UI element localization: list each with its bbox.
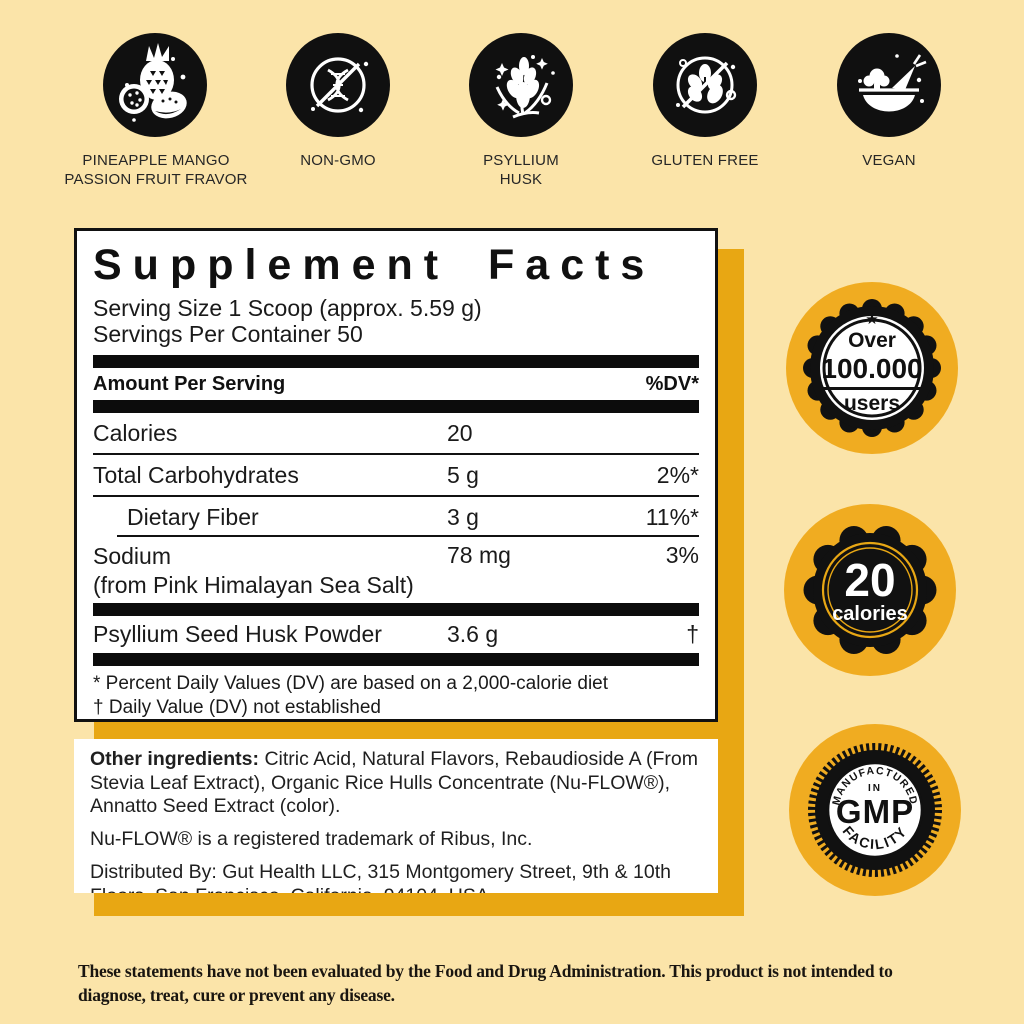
supplement-facts-title: Supplement Facts [93, 241, 656, 289]
dv-header-label: %DV* [645, 372, 699, 395]
row-name: Dietary Fiber [127, 503, 259, 530]
trademark-text: Nu-FLOW® is a registered trademark of Ri… [90, 827, 533, 850]
feature-flavor: PINEAPPLE MANGO PASSION FRUIT FRAVOR [64, 33, 247, 188]
row-dv: † [686, 621, 699, 647]
other-ingredients-text: Other ingredients: Citric Acid, Natural … [90, 748, 698, 817]
star-icon: ★ [865, 311, 879, 328]
gmp-badge: MANUFACTURED IN GMP FACILITY [789, 724, 961, 896]
row-dv: 11%* [645, 503, 699, 530]
row-name: Psyllium Seed Husk Powder [93, 621, 382, 647]
supplement-facts-panel: Supplement Facts Serving Size 1 Scoop (a… [74, 228, 718, 722]
distributor-text: Distributed By: Gut Health LLC, 315 Mont… [90, 861, 671, 893]
divider-bar [93, 653, 699, 666]
psyllium-husk-icon [469, 33, 573, 137]
users-badge-top: Over [848, 329, 896, 352]
users-badge-text: ★ Over 100.000 users [786, 282, 958, 454]
gmp-in-text: IN [868, 783, 882, 794]
feature-icon-row: PINEAPPLE MANGO PASSION FRUIT FRAVOR [0, 33, 1024, 223]
divider-bar [93, 603, 699, 616]
feature-psyllium: PSYLLIUM HUSK [469, 33, 573, 188]
divider-bar [93, 355, 699, 368]
fruits-icon [103, 33, 207, 137]
row-amount: 3 g [447, 503, 479, 530]
footnote-dagger: † Daily Value (DV) not established [93, 697, 381, 718]
nutrition-row-carbohydrates: Total Carbohydrates 5 g 2%* [93, 455, 699, 497]
non-gmo-icon [286, 33, 390, 137]
calories-badge-text: 20 calories [784, 504, 956, 678]
row-amount: 78 mg [447, 542, 511, 568]
users-badge-seal [786, 282, 958, 454]
row-name: Total Carbohydrates [93, 461, 299, 488]
users-badge-bottom: users [843, 392, 901, 415]
row-amount: 20 [447, 419, 473, 446]
divider-bar [93, 400, 699, 413]
footnotes: * Percent Daily Values (DV) are based on… [93, 672, 699, 719]
feature-label: PINEAPPLE MANGO PASSION FRUIT FRAVOR [64, 152, 248, 188]
gmp-badge-seal: MANUFACTURED IN GMP FACILITY [789, 724, 961, 896]
footnote-dv: * Percent Daily Values (DV) are based on… [93, 673, 609, 694]
row-amount: 3.6 g [447, 621, 499, 647]
amount-per-serving-label: Amount Per Serving [93, 372, 286, 395]
row-dv: 2%* [656, 461, 699, 488]
nutrition-row-calories: Calories 20 [93, 413, 699, 455]
calories-badge: 20 calories [784, 504, 956, 676]
nutrition-row-sodium: Sodium (from Pink Himalayan Sea Salt) 78… [93, 537, 699, 603]
serving-size: Serving Size 1 Scoop (approx. 5.59 g) [93, 295, 482, 321]
feature-label: NON-GMO [300, 152, 376, 169]
nutrition-row-psyllium: Psyllium Seed Husk Powder 3.6 g † [93, 616, 699, 653]
calories-label: calories [832, 603, 908, 625]
nutrition-row-dietary-fiber: Dietary Fiber 3 g 11%* [93, 497, 699, 537]
other-ingredients-box: Other ingredients: Citric Acid, Natural … [74, 739, 718, 893]
row-name: Sodium (from Pink Himalayan Sea Salt) [93, 543, 414, 598]
calories-value: 20 [844, 554, 896, 606]
feature-label: GLUTEN FREE [651, 152, 759, 169]
gmp-main-text: GMP [836, 793, 914, 830]
calories-badge-gear [784, 504, 956, 676]
row-amount: 5 g [447, 461, 479, 488]
servings-per-container: Servings Per Container 50 [93, 321, 363, 347]
users-badge-number: 100.000 [818, 353, 926, 390]
serving-info: Serving Size 1 Scoop (approx. 5.59 g) Se… [93, 295, 699, 347]
vegan-icon [837, 33, 941, 137]
feature-label: VEGAN [862, 152, 916, 169]
feature-non-gmo: NON-GMO [286, 33, 390, 169]
users-badge: ★ Over 100.000 users [786, 282, 958, 454]
feature-gluten-free: GLUTEN FREE [651, 33, 758, 169]
fda-disclaimer: These statements have not been evaluated… [78, 961, 893, 1005]
feature-vegan: VEGAN [837, 33, 941, 169]
feature-label: PSYLLIUM HUSK [483, 152, 559, 188]
gluten-free-icon [653, 33, 757, 137]
row-dv: 3% [665, 542, 699, 568]
amount-header-row: Amount Per Serving %DV* [93, 368, 699, 400]
row-name: Calories [93, 419, 178, 446]
